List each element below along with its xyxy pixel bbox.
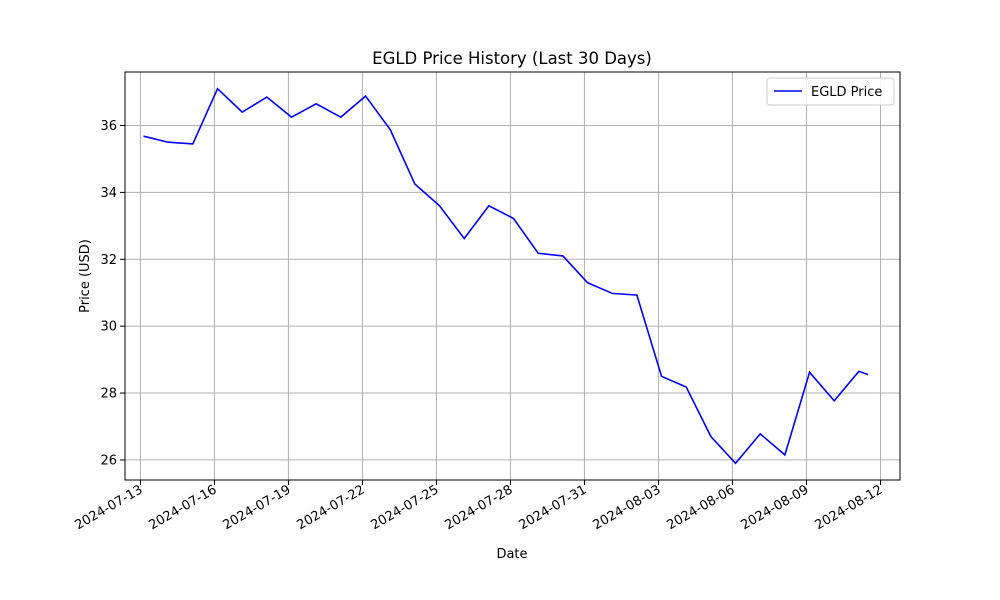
x-axis-label: Date <box>496 547 527 562</box>
legend-box <box>766 77 895 106</box>
legend: EGLD Price <box>766 77 895 106</box>
legend-label: EGLD Price <box>811 85 882 100</box>
y-axis-label: Price (USD) <box>78 239 93 313</box>
grid <box>125 72 900 480</box>
egld-price-line <box>143 87 869 465</box>
y-tick-label: 34 <box>100 186 117 201</box>
y-tick-label: 30 <box>100 320 117 335</box>
plot-frame <box>124 71 901 481</box>
y-tick-label: 28 <box>100 387 117 402</box>
y-tick-label: 36 <box>100 119 117 134</box>
y-tick-label: 32 <box>100 253 117 268</box>
chart-title: EGLD Price History (Last 30 Days) <box>372 49 652 68</box>
y-tick-label: 26 <box>100 453 117 468</box>
